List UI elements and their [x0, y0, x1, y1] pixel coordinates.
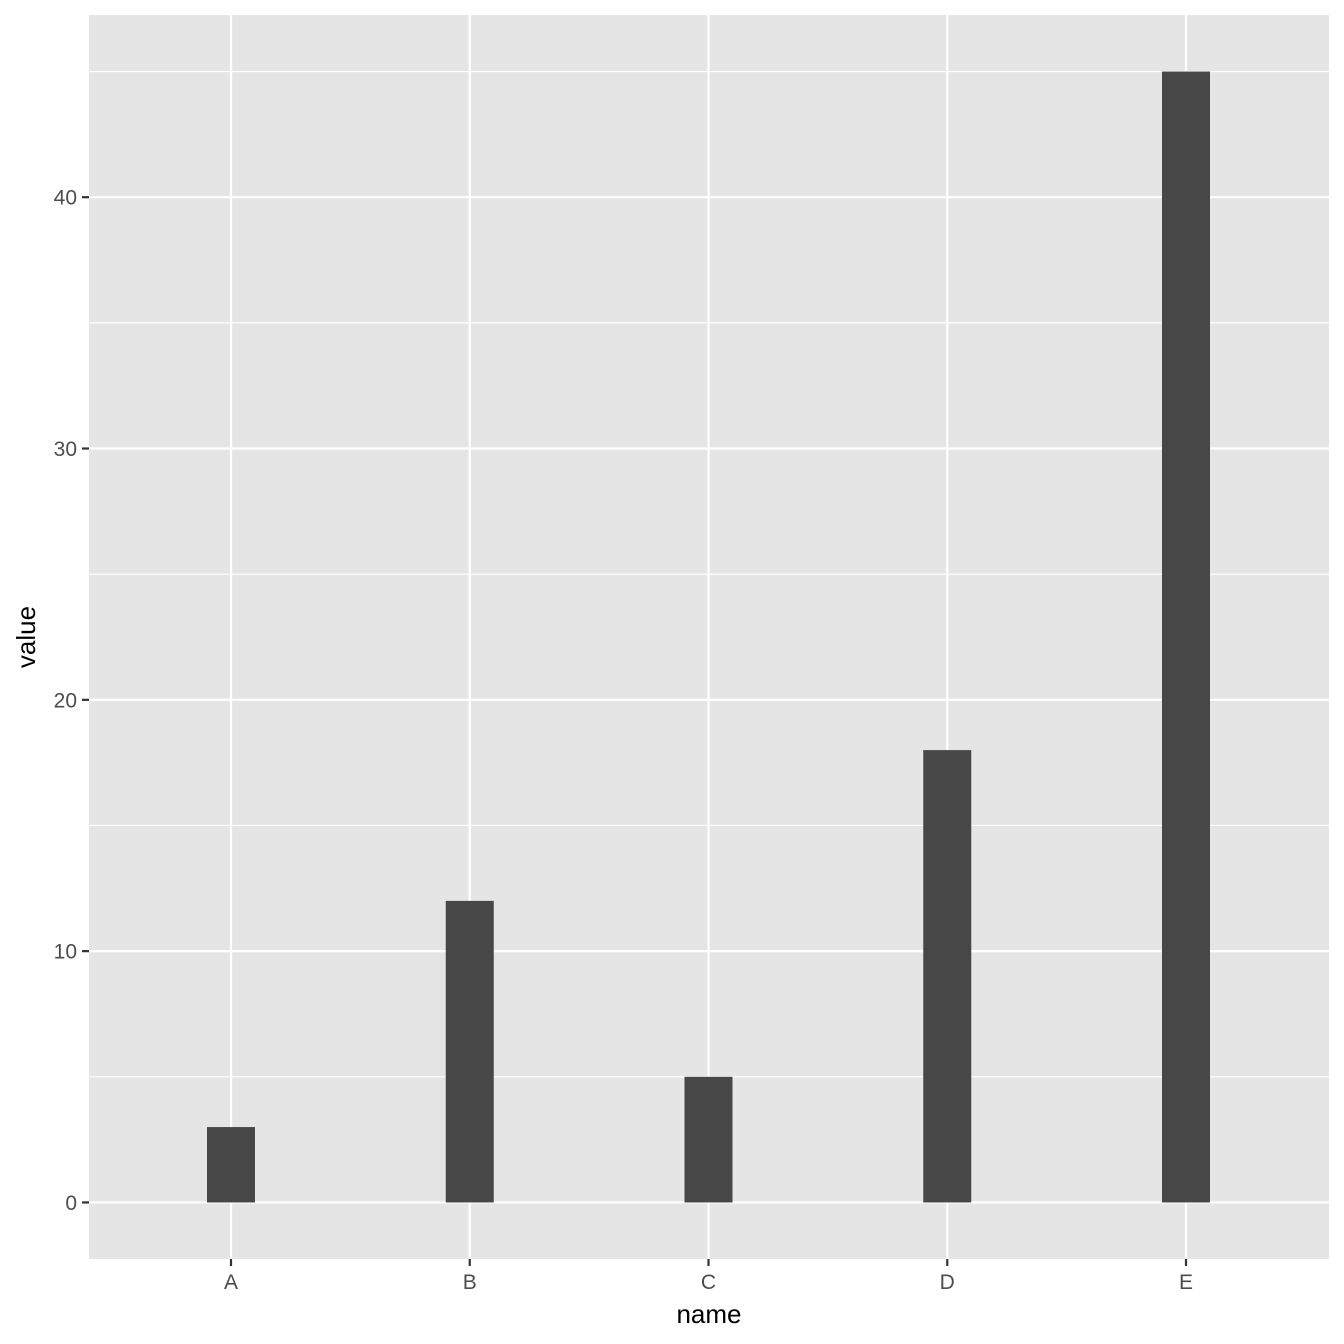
x-tick-label: C [701, 1271, 716, 1294]
x-tick-label: B [463, 1271, 477, 1294]
y-tick-label: 30 [54, 438, 77, 461]
y-axis: 0 10 20 30 40 [54, 187, 89, 1215]
x-tick-label: E [1179, 1271, 1193, 1294]
bar-A [207, 1127, 255, 1203]
bar-B [445, 900, 494, 1203]
y-axis-title: value [11, 606, 41, 668]
x-axis: A B C D E [224, 1259, 1193, 1294]
y-tick-label: 40 [54, 187, 77, 210]
y-tick-label: 20 [54, 689, 77, 712]
x-tick-label: A [224, 1271, 238, 1294]
bar-D [923, 750, 972, 1203]
bars [207, 71, 1210, 1203]
x-axis-title: name [676, 1299, 741, 1329]
y-tick-label: 10 [54, 941, 77, 964]
bar-C [684, 1076, 733, 1203]
x-tick-label: D [940, 1271, 955, 1294]
bar-E [1162, 71, 1210, 1203]
y-tick-label: 0 [65, 1192, 77, 1215]
